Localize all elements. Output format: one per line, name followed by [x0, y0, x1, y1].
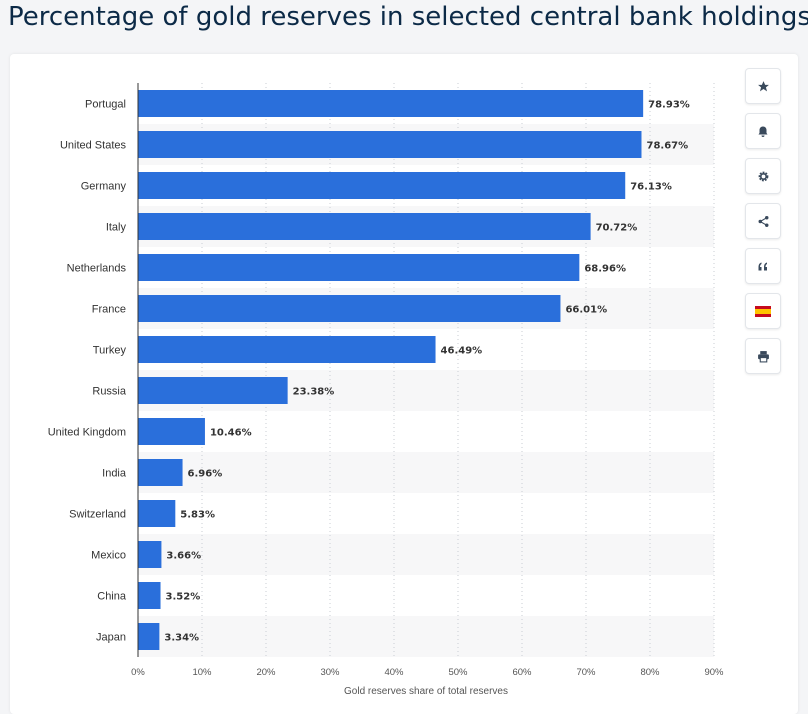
x-tick-label: 20% — [256, 667, 276, 678]
share-button[interactable] — [745, 203, 781, 239]
bar[interactable] — [138, 336, 436, 363]
quote-icon — [758, 262, 767, 271]
star-icon — [757, 80, 769, 91]
favorite-button[interactable] — [745, 68, 781, 104]
value-label: 3.52% — [166, 592, 201, 603]
bar[interactable] — [138, 90, 644, 117]
category-label: Turkey — [93, 345, 127, 357]
bar[interactable] — [138, 131, 642, 158]
value-label: 70.72% — [596, 223, 638, 234]
value-label: 68.96% — [584, 264, 626, 275]
category-label: Japan — [96, 632, 126, 644]
spain-flag-icon — [755, 305, 771, 317]
print-button[interactable] — [745, 338, 781, 374]
bar[interactable] — [138, 418, 205, 445]
category-label: Russia — [92, 386, 127, 398]
chart-toolbar — [745, 68, 781, 383]
page-title: Percentage of gold reserves in selected … — [8, 2, 808, 32]
row-stripe — [138, 534, 714, 575]
notification-button[interactable] — [745, 113, 781, 149]
value-label: 3.66% — [166, 551, 201, 562]
value-label: 10.46% — [210, 428, 252, 439]
x-tick-label: 50% — [448, 667, 468, 678]
printer-icon — [757, 350, 769, 362]
bar[interactable] — [138, 623, 160, 650]
value-label: 78.67% — [646, 141, 688, 152]
bar[interactable] — [138, 213, 591, 240]
bar[interactable] — [138, 254, 580, 281]
row-stripe — [138, 616, 714, 657]
bar[interactable] — [138, 459, 183, 486]
value-label: 78.93% — [648, 100, 690, 111]
value-label: 46.49% — [441, 346, 483, 357]
x-axis-title: Gold reserves share of total reserves — [344, 686, 508, 697]
share-icon — [758, 215, 768, 227]
category-label: Switzerland — [69, 509, 126, 521]
bar[interactable] — [138, 295, 561, 322]
category-label: India — [102, 468, 127, 480]
language-button[interactable] — [745, 293, 781, 329]
category-label: United States — [60, 140, 127, 152]
bar[interactable] — [138, 377, 288, 404]
x-tick-label: 30% — [320, 667, 340, 678]
category-label: Netherlands — [67, 263, 127, 275]
row-stripe — [138, 452, 714, 493]
x-tick-label: 90% — [704, 667, 724, 678]
value-label: 66.01% — [565, 305, 607, 316]
x-tick-label: 70% — [576, 667, 596, 678]
gear-icon — [758, 171, 768, 181]
category-label: China — [97, 591, 127, 603]
x-tick-label: 40% — [384, 667, 404, 678]
x-tick-label: 0% — [131, 667, 145, 678]
bar[interactable] — [138, 541, 162, 568]
category-label: United Kingdom — [48, 427, 126, 439]
category-label: Italy — [106, 222, 127, 234]
category-label: France — [92, 304, 126, 316]
bar[interactable] — [138, 172, 626, 199]
category-label: Germany — [81, 181, 127, 193]
x-tick-label: 80% — [640, 667, 660, 678]
category-label: Mexico — [91, 550, 126, 562]
value-label: 23.38% — [293, 387, 335, 398]
value-label: 3.34% — [164, 633, 199, 644]
value-label: 6.96% — [188, 469, 223, 480]
bar[interactable] — [138, 500, 176, 527]
value-label: 5.83% — [180, 510, 215, 521]
x-tick-label: 60% — [512, 667, 532, 678]
settings-button[interactable] — [745, 158, 781, 194]
bar[interactable] — [138, 582, 161, 609]
cite-button[interactable] — [745, 248, 781, 284]
value-label: 76.13% — [630, 182, 672, 193]
bell-icon — [758, 126, 768, 137]
category-label: Portugal — [85, 99, 126, 111]
x-tick-label: 10% — [192, 667, 212, 678]
